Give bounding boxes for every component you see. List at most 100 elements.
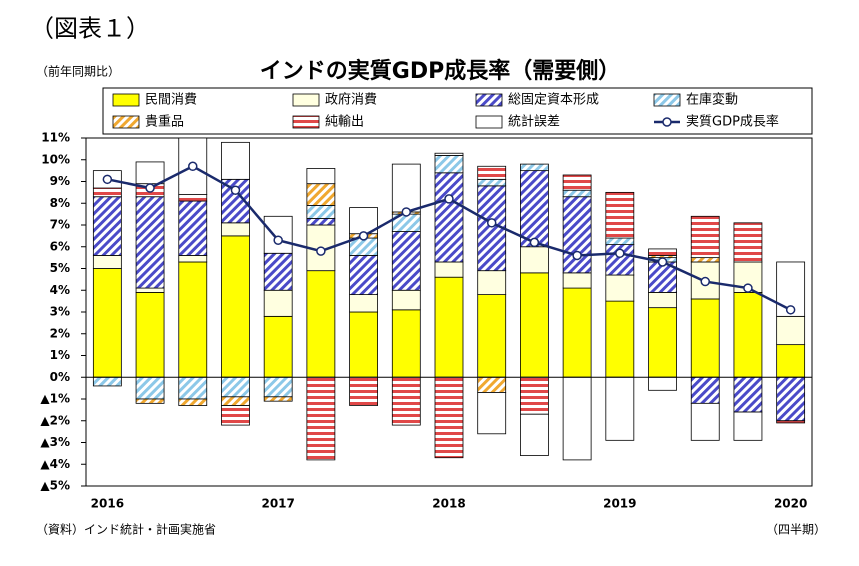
gdp-point xyxy=(316,246,326,256)
bar-segment xyxy=(690,257,720,263)
bar-segment xyxy=(733,292,763,378)
gdp-point xyxy=(486,218,497,228)
legend-marker xyxy=(662,117,672,127)
bar-segment xyxy=(776,315,806,346)
bar-segment xyxy=(648,248,677,256)
bar-segment xyxy=(306,183,336,206)
bar-segment xyxy=(434,172,464,263)
bar-segment xyxy=(92,187,122,198)
bar-segment xyxy=(178,376,208,400)
bar-segment xyxy=(434,276,464,378)
bar-segment xyxy=(306,205,336,219)
figure-label: （図表１） xyxy=(30,15,150,43)
bar-segment xyxy=(263,396,293,402)
y-tick-label: 5% xyxy=(50,261,70,275)
bar-segment xyxy=(178,255,208,263)
gdp-point xyxy=(401,207,412,217)
gdp-point xyxy=(657,257,668,267)
bar-segment xyxy=(221,141,250,180)
bar-segment xyxy=(562,189,592,198)
bar-segment xyxy=(349,376,378,406)
bar-segment xyxy=(520,170,549,248)
bar-segment xyxy=(221,405,250,426)
y-tick-label: ▲3% xyxy=(40,435,70,449)
y-tick-label: 9% xyxy=(50,174,70,188)
legend-label: 政府消費 xyxy=(325,93,377,108)
y-tick-label: 4% xyxy=(50,283,70,297)
legend-swatch xyxy=(112,93,140,107)
bar-segment xyxy=(434,376,464,459)
y-tick-label: 6% xyxy=(50,239,70,253)
bar-segment xyxy=(221,396,250,406)
source: （資料）インド統計・計画実施省 xyxy=(36,522,216,537)
bar-segment xyxy=(477,270,507,295)
bar-segment xyxy=(178,261,208,378)
bar-segment xyxy=(178,194,208,202)
bar-segment xyxy=(349,255,378,295)
legend-swatch xyxy=(475,115,503,129)
bar-segment xyxy=(391,309,421,378)
legend-box xyxy=(102,87,813,135)
bar-segment xyxy=(605,274,635,302)
bar-segment xyxy=(178,200,208,256)
bar-segment xyxy=(306,376,336,461)
bar-segment xyxy=(135,196,165,289)
y-tick-label: 1% xyxy=(50,348,70,362)
y-tick-label: 0% xyxy=(50,370,70,384)
bar-segment xyxy=(520,246,549,274)
bar-segment xyxy=(263,252,293,291)
bar-segment xyxy=(391,163,421,213)
bar-segment xyxy=(306,168,336,185)
bar-segment xyxy=(135,376,165,400)
x-tick-label: 2018 xyxy=(432,497,465,511)
bar-segment xyxy=(92,255,122,269)
bar-segment xyxy=(648,376,677,391)
x-axis-label: （四半期） xyxy=(766,523,826,537)
y-tick-label: 8% xyxy=(50,196,70,210)
bar-segment xyxy=(178,398,208,406)
bar-segment xyxy=(520,272,549,378)
gdp-point xyxy=(444,194,454,204)
bar-segment xyxy=(605,237,635,245)
bar-segment xyxy=(690,402,720,441)
bar-segment xyxy=(306,270,336,378)
gdp-point xyxy=(358,231,369,241)
bar-segment xyxy=(92,376,122,387)
bar-segment xyxy=(776,420,806,424)
y-tick-label: ▲2% xyxy=(40,413,70,427)
bar-segment xyxy=(605,300,635,378)
legend-label: 実質GDP成長率 xyxy=(686,114,779,130)
bar-segment xyxy=(221,376,250,398)
bar-segment xyxy=(562,376,592,461)
legend-swatch xyxy=(653,93,681,107)
bar-segment xyxy=(92,268,122,378)
bar-segment xyxy=(648,292,677,309)
y-tick-label: 10% xyxy=(41,152,70,166)
bar-segment xyxy=(391,289,421,311)
bar-segment xyxy=(477,165,507,180)
bar-segment xyxy=(477,178,507,187)
bar-segment xyxy=(520,163,549,172)
legend-label: 統計誤差 xyxy=(508,114,560,130)
gdp-point xyxy=(700,276,710,287)
bar-segment xyxy=(434,154,464,174)
legend-swatch xyxy=(292,93,320,107)
bar-segment xyxy=(690,376,720,404)
bar-segment xyxy=(562,287,592,378)
bar-segment xyxy=(391,231,421,291)
bar-segment xyxy=(135,292,165,378)
bar-segment xyxy=(733,411,763,441)
bar-segment xyxy=(263,315,293,378)
gdp-point xyxy=(785,305,796,315)
bar-segment xyxy=(306,218,336,226)
bar-segment xyxy=(92,196,122,256)
x-tick-label: 2016 xyxy=(91,497,124,511)
gdp-point xyxy=(102,174,113,185)
y-tick-label: ▲1% xyxy=(40,392,70,406)
legend-label: 民間消費 xyxy=(145,93,197,108)
bar-segment xyxy=(520,376,549,415)
legend-label: 総固定資本形成 xyxy=(508,93,599,108)
bar-segment xyxy=(776,376,806,422)
y-tick-label: 7% xyxy=(50,218,70,232)
